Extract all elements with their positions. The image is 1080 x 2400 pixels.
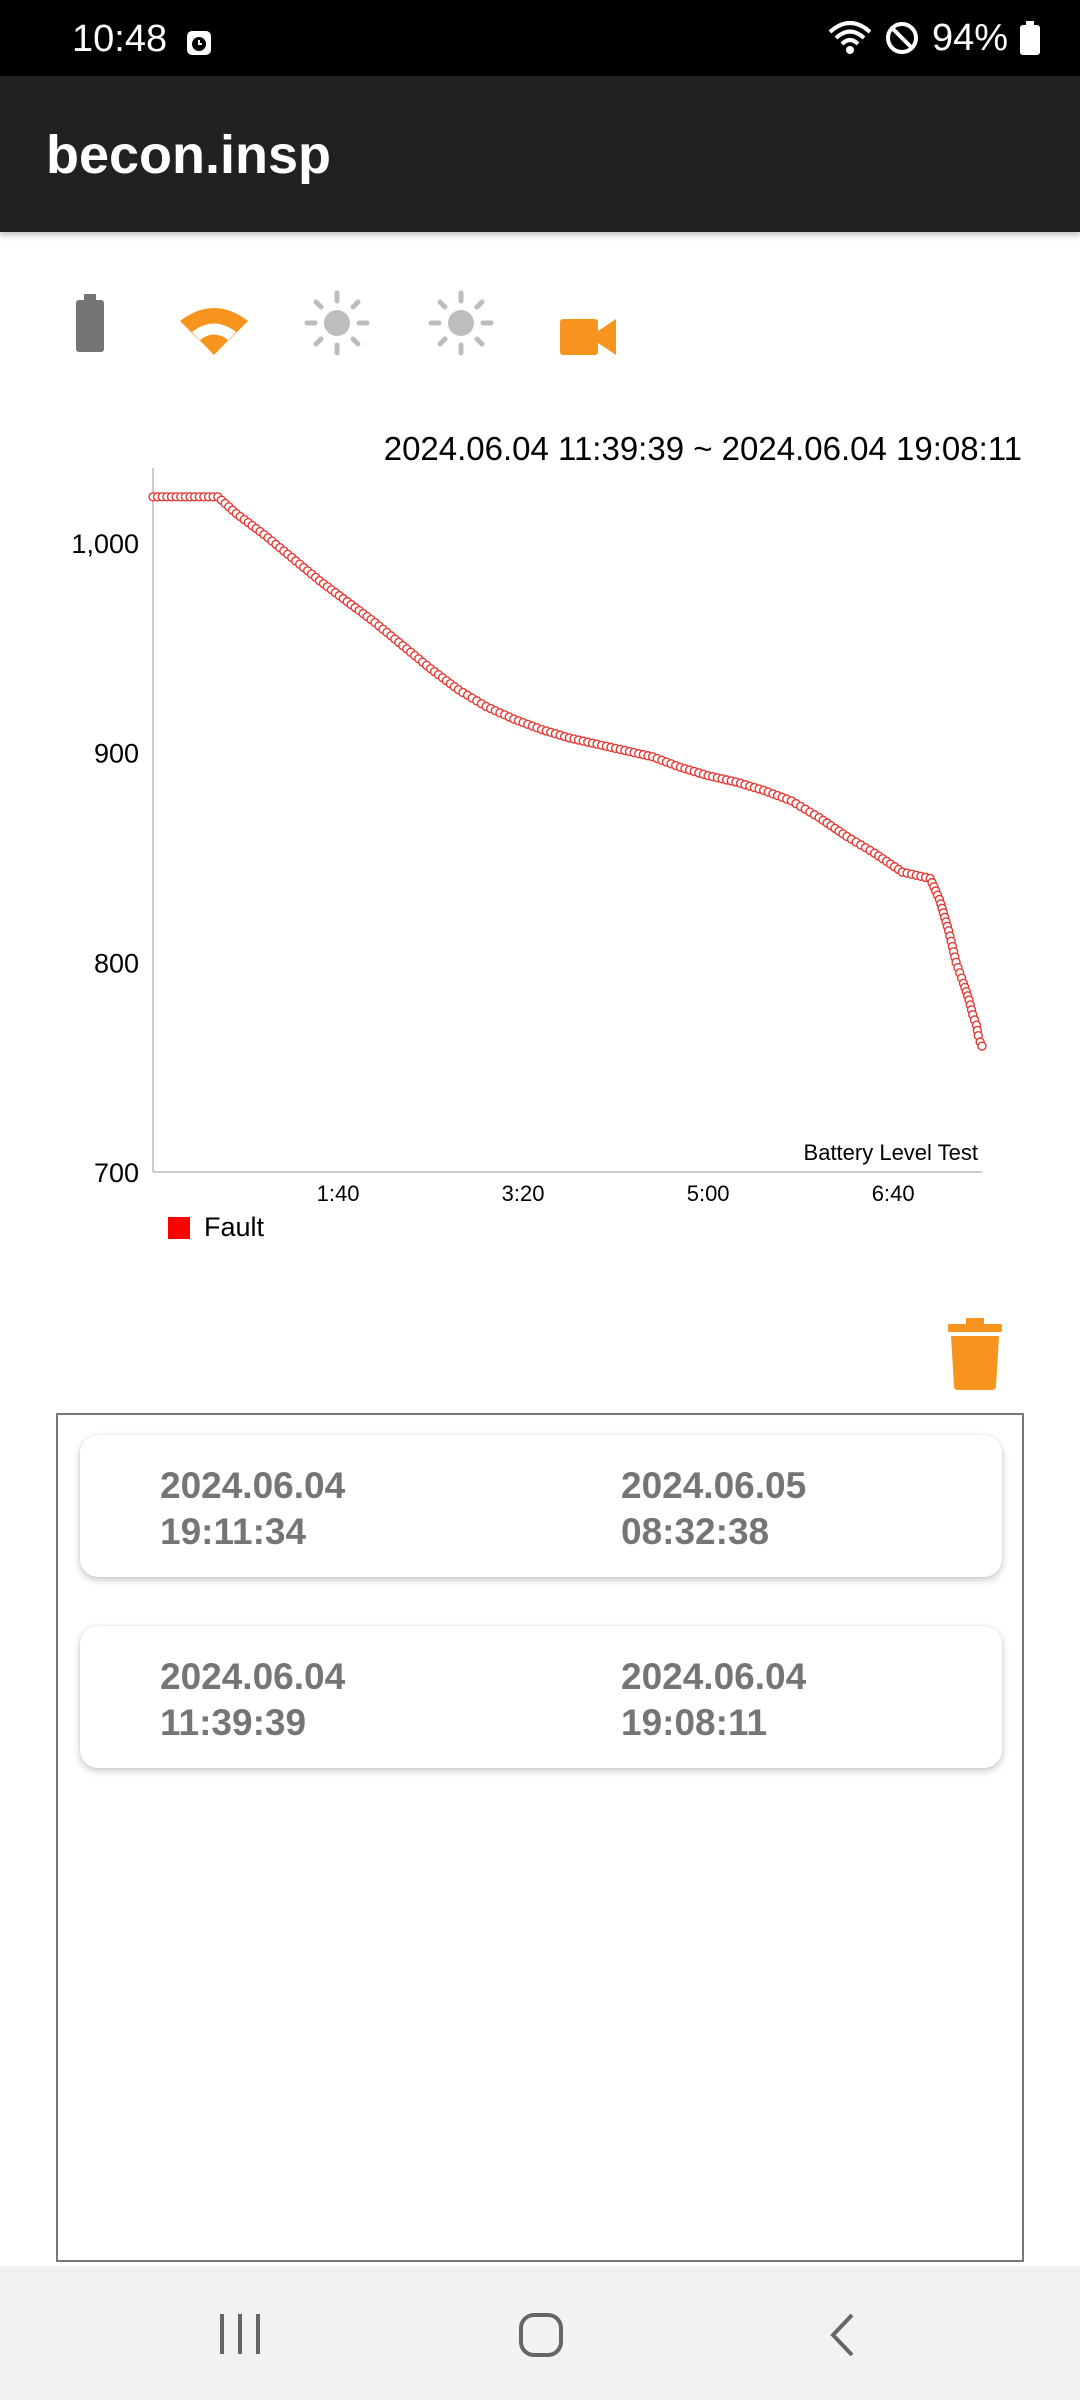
navigation-bar bbox=[0, 2266, 1080, 2400]
record-card[interactable]: 2024.06.04 19:11:34 2024.06.05 08:32:38 bbox=[80, 1435, 1002, 1577]
record-end-date: 2024.06.05 bbox=[621, 1465, 807, 1506]
record-end-date: 2024.06.04 bbox=[621, 1656, 807, 1697]
app-bar: becon.insp bbox=[0, 76, 1080, 232]
brightness-icon[interactable] bbox=[304, 290, 370, 356]
x-tick-label: 5:00 bbox=[687, 1181, 730, 1206]
x-tick-label: 3:20 bbox=[502, 1181, 545, 1206]
sensor-icon-row bbox=[0, 290, 1080, 356]
chart-title: Battery Level Test bbox=[804, 1140, 978, 1165]
chart-plot: 1,000 900 800 700 1:40 3:20 5:00 6:40 Battery Le… bbox=[71, 468, 987, 1206]
y-tick-label: 800 bbox=[94, 948, 139, 978]
alarm-icon bbox=[187, 31, 211, 55]
record-start-date: 2024.06.04 bbox=[160, 1656, 346, 1697]
delete-icon[interactable] bbox=[948, 1318, 1002, 1390]
record-list[interactable]: 2024.06.04 19:11:34 2024.06.05 08:32:38 … bbox=[56, 1413, 1024, 2262]
battery-icon bbox=[1020, 21, 1040, 55]
status-bar: 10:48 94% bbox=[0, 0, 1080, 76]
status-icons: 94% bbox=[828, 14, 1040, 62]
series-line bbox=[153, 495, 983, 1047]
home-icon[interactable] bbox=[518, 2312, 564, 2358]
video-camera-icon[interactable] bbox=[560, 304, 616, 370]
app-title: becon.insp bbox=[46, 125, 332, 185]
chart-range-label: 2024.06.04 11:39:39 ~ 2024.06.04 19:08:1… bbox=[383, 430, 1022, 467]
y-tick-label: 1,000 bbox=[71, 529, 139, 559]
battery-icon[interactable] bbox=[74, 290, 106, 356]
y-tick-label: 700 bbox=[94, 1158, 139, 1188]
battery-percent: 94% bbox=[931, 16, 1008, 59]
record-start-time: 19:11:34 bbox=[160, 1511, 307, 1552]
record-start-date: 2024.06.04 bbox=[160, 1465, 346, 1506]
record-end: 2024.06.04 19:08:11 bbox=[621, 1654, 806, 1746]
legend-swatch bbox=[168, 1216, 190, 1239]
record-start: 2024.06.04 11:39:39 bbox=[160, 1654, 345, 1746]
record-end: 2024.06.05 08:32:38 bbox=[621, 1463, 806, 1555]
data-point bbox=[977, 1041, 987, 1051]
record-end-time: 08:32:38 bbox=[621, 1511, 770, 1552]
record-card[interactable]: 2024.06.04 11:39:39 2024.06.04 19:08:11 bbox=[80, 1626, 1002, 1768]
chart-legend: Fault bbox=[168, 1212, 264, 1243]
record-end-time: 19:08:11 bbox=[621, 1702, 768, 1743]
recent-apps-icon[interactable] bbox=[218, 2314, 262, 2354]
wifi-icon bbox=[828, 21, 872, 54]
battery-chart: 2024.06.04 11:39:39 ~ 2024.06.04 19:08:1… bbox=[0, 430, 1080, 1250]
x-tick-label: 1:40 bbox=[317, 1181, 360, 1206]
wifi-icon[interactable] bbox=[178, 298, 250, 364]
do-not-disturb-icon bbox=[885, 22, 918, 54]
y-tick-label: 900 bbox=[94, 739, 139, 769]
back-icon[interactable] bbox=[828, 2312, 858, 2358]
brightness-icon[interactable] bbox=[428, 290, 494, 356]
legend-label: Fault bbox=[204, 1212, 265, 1242]
status-time: 10:48 bbox=[72, 18, 168, 60]
x-tick-label: 6:40 bbox=[872, 1181, 915, 1206]
record-start: 2024.06.04 19:11:34 bbox=[160, 1463, 345, 1555]
record-start-time: 11:39:39 bbox=[160, 1702, 307, 1743]
